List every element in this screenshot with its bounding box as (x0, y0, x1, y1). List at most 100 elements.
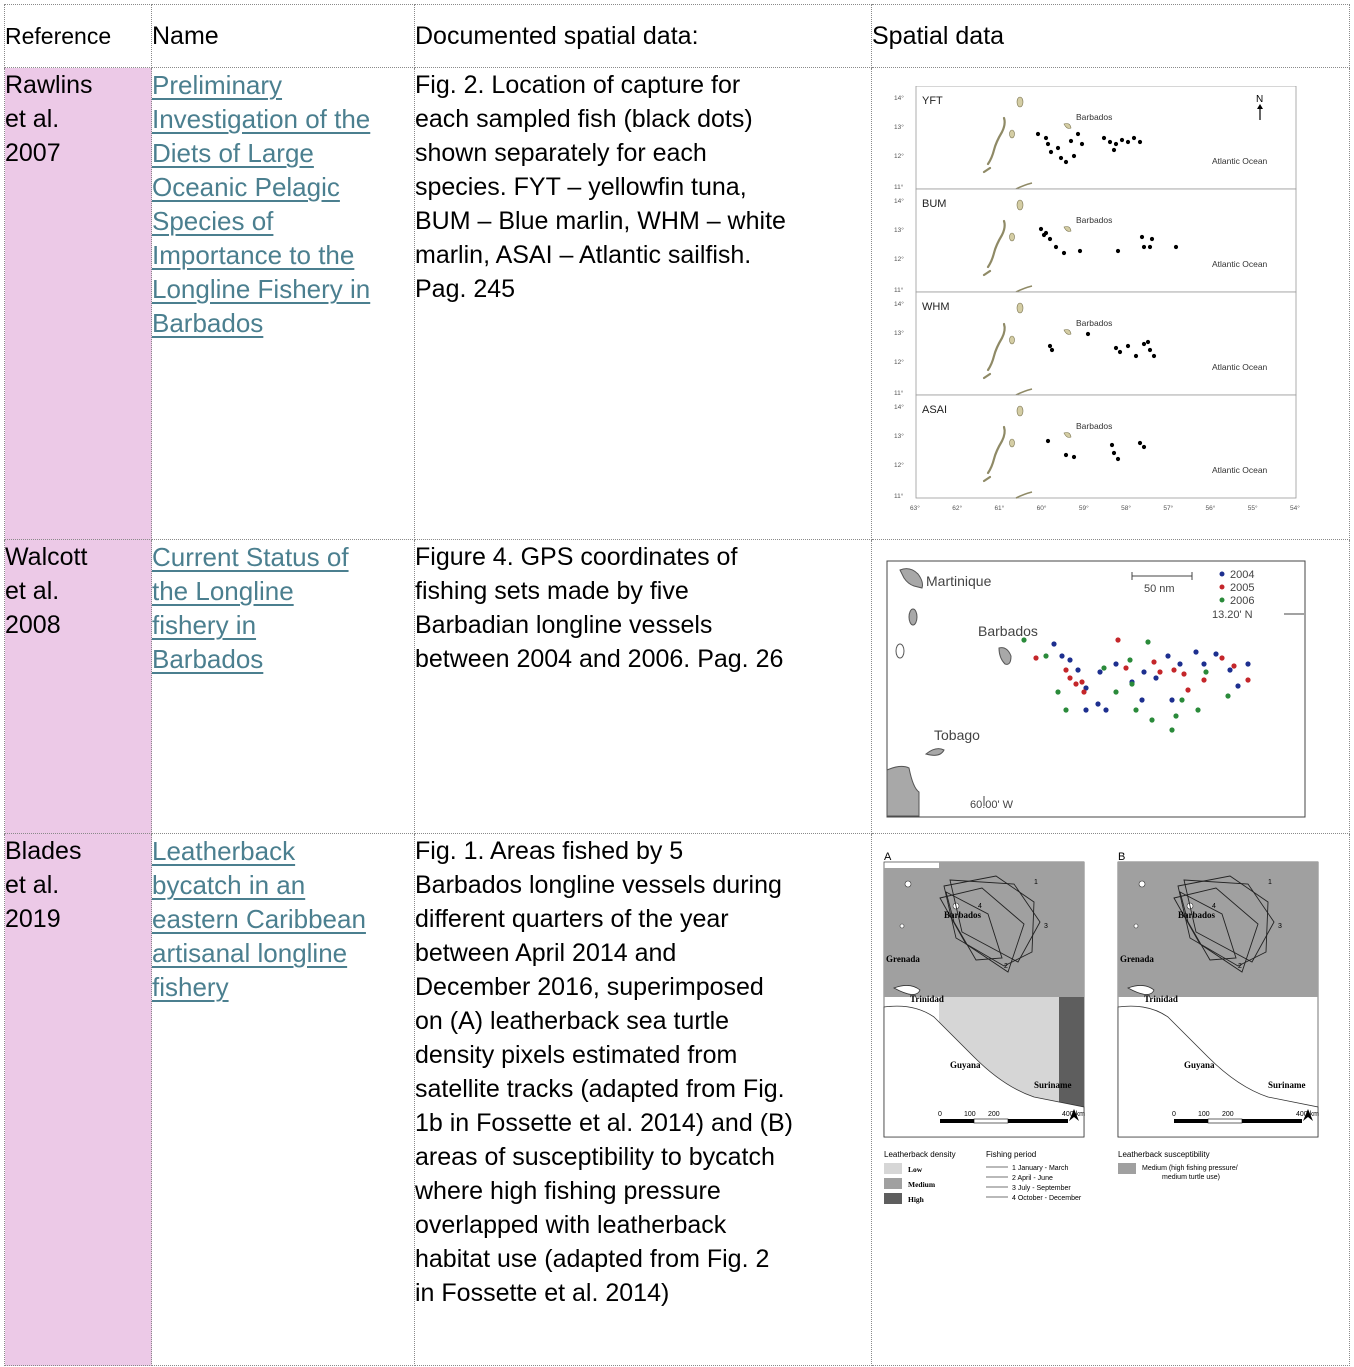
fishing-area-q1 (943, 875, 1035, 967)
doc-line: satellite tracks (adapted from Fig. (415, 1075, 785, 1103)
name-cell: Current Status of the Longline fishery i… (151, 539, 415, 834)
panel-label: A (884, 852, 892, 863)
legend-title: Leatherback density (884, 1150, 956, 1159)
trinidad-label: Trinidad (1144, 994, 1178, 1004)
capture-dot (1125, 139, 1131, 145)
paper-title-link[interactable]: Preliminary Investigation of the Diets o… (152, 68, 414, 340)
longitude-label: 60.00' W (970, 799, 1014, 811)
fishing-set-dot (1113, 661, 1119, 667)
latitude-label: 13.20' N (1212, 609, 1253, 621)
header-row: Reference Name Documented spatial data: … (4, 4, 1350, 68)
fishing-set-dot (1051, 641, 1057, 647)
legend-marker (1219, 584, 1225, 590)
fishing-set-dot (1097, 669, 1103, 675)
doc-line: different quarters of the year (415, 905, 729, 933)
title-line: Longline Fishery in (152, 274, 371, 304)
doc-line: Barbadian longline vessels (415, 611, 713, 639)
lon-tick-label: 56° (1206, 504, 1216, 511)
panel-frame (915, 291, 1297, 396)
title-line: Barbados (152, 644, 264, 674)
doc-line: Fig. 2. Location of capture for (415, 71, 741, 99)
grenada-label: Grenada (886, 954, 920, 964)
fishing-set-dot (1227, 667, 1233, 673)
fishing-set-dot (1073, 681, 1079, 687)
fishing-set-dot (1173, 713, 1179, 719)
legend-label: 1 January - March (1012, 1165, 1069, 1172)
fishing-set-dot (1245, 661, 1251, 667)
guyana-label: Guyana (950, 1060, 981, 1070)
fishing-set-dot (1179, 697, 1185, 703)
legend-label: 2006 (1230, 595, 1254, 607)
legend-label: 3 July - September (1012, 1185, 1071, 1192)
doc-line: shown separately for each (415, 139, 707, 167)
fishing-set-dot (1083, 685, 1089, 691)
paper-title-link[interactable]: Leatherback bycatch in an eastern Caribb… (152, 834, 414, 1004)
fishing-period-number: 1 (1268, 879, 1272, 886)
capture-dot (1151, 353, 1157, 359)
barbados-island (1063, 432, 1072, 438)
fishing-set-dot (1021, 637, 1027, 643)
suriname-label: Suriname (1034, 1080, 1072, 1090)
capture-dot (1058, 155, 1064, 161)
fishing-period-number: 3 (1044, 923, 1048, 930)
legend-swatch (884, 1163, 902, 1174)
fishing-set-dot (1133, 707, 1139, 713)
scale-segment (1008, 1119, 1068, 1123)
panel-label: B (1118, 852, 1125, 863)
legend-marker (1219, 597, 1225, 603)
species-panel: WHM Barbados Atlantic Ocean 14° 13° 12° 11° (894, 291, 1297, 397)
reference-line: et al. (5, 105, 60, 133)
paper-title-link[interactable]: Current Status of the Longline fishery i… (152, 540, 414, 676)
barbados-island (1063, 329, 1072, 335)
trinidad-island (893, 985, 921, 995)
species-panel: ASAI Barbados Atlantic Ocean 14° 13° 12° 11° (894, 394, 1297, 500)
island (899, 923, 905, 929)
capture-dot (1063, 452, 1069, 458)
capture-dot (1131, 135, 1137, 141)
island (1016, 302, 1024, 314)
barbados-label: Barbados (1076, 112, 1112, 122)
scale-segment (1174, 1119, 1208, 1123)
capture-dot (1107, 139, 1113, 145)
fishing-set-dot (1171, 667, 1177, 673)
capture-dot (1137, 139, 1143, 145)
barbados-label: Barbados (944, 910, 982, 920)
lon-tick-label: 62° (952, 504, 962, 511)
panel-frame (915, 394, 1297, 499)
lon-tick-label: 60° (1037, 504, 1047, 511)
density-medium (884, 868, 939, 997)
doc-line: between April 2014 and (415, 939, 677, 967)
documented-cell: Fig. 1. Areas fished by 5 Barbados longl… (414, 833, 872, 1366)
island-chain (982, 425, 1006, 483)
suriname-label: Suriname (1268, 1080, 1306, 1090)
fishing-area-q4 (1179, 891, 1237, 961)
coast (1015, 491, 1033, 499)
fishing-set-dot (1113, 689, 1119, 695)
capture-dot (1045, 141, 1051, 147)
header-name: Name (151, 4, 415, 68)
reference-cell: Rawlins et al. 2007 (4, 67, 152, 540)
lat-tick-label: 11° (894, 286, 904, 294)
barbados-label: Barbados (1178, 910, 1216, 920)
spatial-cell: Martinique Barbados Tobago 50 nm 13.20' N 60.… (871, 539, 1350, 834)
island (1009, 335, 1015, 345)
scale-segment (1207, 1118, 1243, 1124)
doc-line: 1b in Fossette et al. 2014) and (B) (415, 1109, 793, 1137)
map-frame (886, 560, 1306, 818)
fishing-set-dot (1201, 677, 1207, 683)
fishing-set-dot (1067, 675, 1073, 681)
fishing-period-number: 4 (978, 903, 982, 910)
doc-line: habitat use (adapted from Fig. 2 (415, 1245, 770, 1273)
fishing-set-dot (1095, 701, 1101, 707)
scale-segment (1242, 1119, 1302, 1123)
legend-swatch (884, 1178, 902, 1189)
fishing-set-dot (1033, 655, 1039, 661)
reference-line: et al. (5, 871, 60, 899)
documented-cell: Figure 4. GPS coordinates of fishing set… (414, 539, 872, 834)
fishing-period-number: 4 (1212, 903, 1216, 910)
doc-line: in Fossette et al. 2014) (415, 1279, 670, 1307)
barbados-label: Barbados (1076, 215, 1112, 225)
martinique-label: Martinique (926, 573, 992, 589)
doc-line: each sampled fish (black dots) (415, 105, 753, 133)
